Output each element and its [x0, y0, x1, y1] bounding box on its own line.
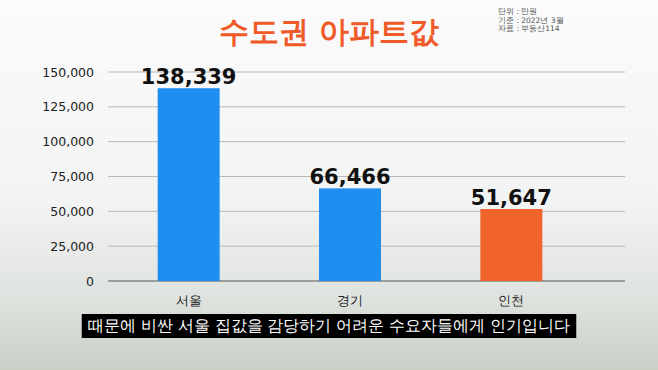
page: 수도권 아파트값단위 : 만원기준 : 2022년 3월자료 : 부동산1140… [0, 0, 658, 370]
data-label: 51,647 [471, 186, 552, 210]
annotation: 자료 : 부동산114 [498, 24, 560, 33]
tick-label: 25,000 [50, 239, 94, 254]
tick-label: 0 [86, 274, 94, 289]
tick-label: 125,000 [42, 99, 94, 114]
tick-label: 100,000 [42, 134, 94, 149]
bar [480, 209, 542, 281]
bar [158, 88, 220, 281]
category-label: 인천 [498, 293, 524, 308]
tick-label: 75,000 [50, 169, 94, 184]
subtitle-box [82, 314, 577, 338]
title: 수도권 아파트값 [219, 14, 439, 49]
chart: 수도권 아파트값단위 : 만원기준 : 2022년 3월자료 : 부동산1140… [0, 0, 658, 370]
tick-label: 150,000 [42, 65, 94, 80]
subtitle: 때문에 비싼 서울 집값을 감당하기 어려운 수요자들에게 인기입니다 [88, 317, 571, 335]
data-label: 138,339 [141, 65, 237, 89]
bar [319, 188, 381, 281]
tick-label: 50,000 [50, 204, 94, 219]
category-label: 서울 [176, 293, 202, 308]
category-label: 경기 [337, 293, 363, 308]
data-label: 66,466 [309, 165, 390, 189]
bars [158, 88, 543, 281]
